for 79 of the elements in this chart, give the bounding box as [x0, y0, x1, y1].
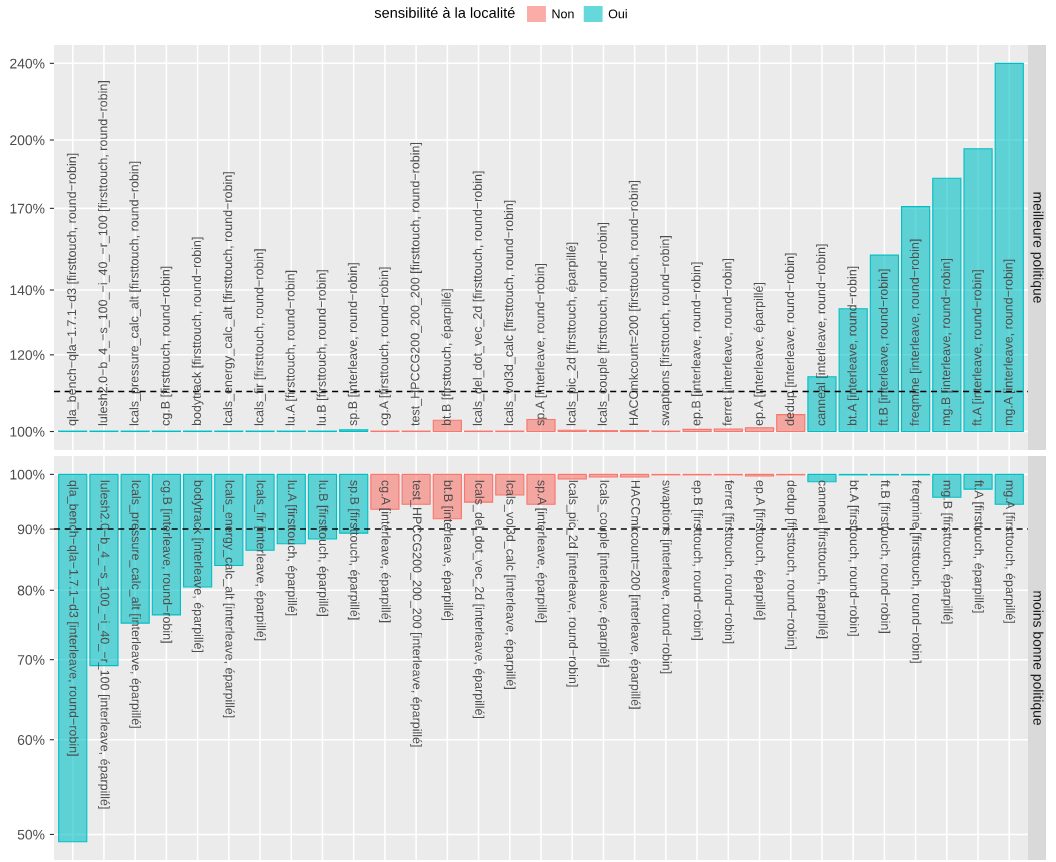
- x-tick-label: HACCmkcount=200 [interleave, éparpillé]: [628, 480, 641, 709]
- x-tick-label: canneal [firsttouch, éparpillé]: [816, 480, 828, 639]
- x-tick-label: lcals_pic_2d [interleave, round−robin]: [566, 480, 579, 687]
- x-tick-label: lcals_fir [interleave, éparpillé]: [254, 480, 266, 641]
- x-tick-label: cg.B [interleave, round−robin]: [160, 480, 173, 643]
- x-tick-label: ft.A [firsttouch, éparpillé]: [972, 480, 984, 613]
- x-tick-label: lu.B [firsttouch, round−robin]: [316, 270, 329, 426]
- x-tick-label: lcals_del_dot_vec_2d [firsttouch, round−robin]: [472, 171, 485, 426]
- x-tick-label: bt.A [interleave, round−robin]: [847, 266, 860, 426]
- y-tick-label: 100%: [10, 426, 45, 437]
- x-tick-label: lu.A [firsttouch, round−robin]: [285, 270, 298, 426]
- x-tick-label: HACCmkcount=200 [firsttouch, round−robin]: [628, 180, 641, 425]
- x-tick-label: test_HPCCG200_200_200 [firsttouch, round−robin]: [410, 143, 422, 426]
- y-tick-label: 120%: [10, 350, 45, 361]
- x-tick-label: cg.A [interleave, éparpillé]: [379, 480, 391, 623]
- x-tick-label: ft.B [interleave, round−robin]: [878, 269, 891, 426]
- x-tick-label: qla_bench−qla−1.7.1−d3 [interleave, round−robin]: [66, 480, 79, 756]
- y-tick-label: 100%: [10, 469, 45, 480]
- x-tick-label: lcals_energy_calc_alt [firsttouch, round−robin]: [222, 172, 235, 426]
- x-tick-label: test_HPCCG200_200_200 [interleave, éparpillé]: [410, 480, 423, 747]
- x-tick-label: lcals_vol3d_calc [interleave, éparpillé]: [503, 480, 516, 689]
- y-tick-label: 170%: [10, 203, 45, 214]
- x-tick-label: sp.A [interleave, éparpillé]: [535, 480, 547, 623]
- y-tick-label: 90%: [17, 524, 45, 535]
- y-tick-label: 70%: [17, 654, 45, 665]
- x-tick-label: sp.A [interleave, round−robin]: [535, 263, 547, 426]
- x-tick-label: dedup [interleave, round−robin]: [784, 253, 797, 426]
- legend-title: sensibilité à la localité: [374, 7, 515, 18]
- x-tick-label: bt.B [interleave, éparpillé]: [441, 480, 454, 621]
- y-tick-label: 80%: [17, 585, 45, 596]
- x-tick-label: ferret [firsttouch, round−robin]: [722, 480, 735, 644]
- x-tick-label: ep.A [interleave, éparpillé]: [753, 283, 766, 426]
- y-tick-label: 240%: [10, 58, 45, 69]
- x-tick-label: sp.B [firsttouch, éparpillé]: [347, 480, 360, 620]
- x-tick-label: lcals_del_dot_vec_2d [interleave, éparpillé]: [472, 480, 485, 719]
- x-tick-label: lu.A [firsttouch, éparpillé]: [285, 480, 298, 616]
- x-tick-label: bodytrack [interleave, éparpillé]: [191, 480, 204, 653]
- x-tick-label: ft.A [interleave, round−robin]: [972, 270, 984, 426]
- x-tick-label: ep.A [firsttouch, éparpillé]: [753, 480, 766, 620]
- x-tick-label: lulesh2.0−b_4_−s_100_−i_40_−r_100 [interleave, éparpillé]: [98, 480, 110, 809]
- x-tick-label: ferret [interleave, round−robin]: [722, 259, 735, 426]
- x-tick-label: mg.A [interleave, round−robin]: [1003, 259, 1016, 426]
- y-tick-label: 200%: [10, 135, 45, 146]
- x-tick-label: swaptions [firsttouch, round−robin]: [660, 236, 672, 426]
- x-tick-label: ep.B [firsttouch, round−robin]: [691, 480, 703, 640]
- x-tick-label: qla_bench−qla−1.7.1−d3 [firsttouch, round−robin]: [66, 153, 79, 426]
- x-tick-label: bodytrack [firsttouch, round−robin]: [191, 237, 204, 426]
- x-tick-label: lu.B [firsttouch, éparpillé]: [316, 480, 329, 616]
- x-tick-label: freqmine [firsttouch, round−robin]: [909, 480, 922, 663]
- x-tick-label: ep.B [interleave, round−robin]: [691, 262, 703, 426]
- x-tick-label: sp.B [interleave, round−robin]: [347, 263, 360, 426]
- x-tick-label: swaptions [interleave, round−robin]: [660, 480, 672, 674]
- x-tick-label: lulesh2.0−b_4_−s_100_−i_40_−r_100 [firsttouch, round−robin]: [98, 81, 110, 426]
- x-tick-label: cg.A [firsttouch, round−robin]: [379, 267, 391, 426]
- x-tick-label: mg.A [firsttouch, éparpillé]: [1003, 480, 1016, 623]
- text: moins bonne politique: [1030, 591, 1044, 725]
- x-tick-label: mg.B [firsttouch, éparpillé]: [940, 480, 953, 624]
- x-tick-label: dedup [firsttouch, round−robin]: [784, 480, 797, 649]
- y-tick-label: 50%: [17, 829, 45, 840]
- legend-label: Non: [552, 9, 574, 19]
- x-tick-label: freqmine [interleave, round−robin]: [909, 239, 922, 426]
- x-tick-label: lcals_couple [firsttouch, round−robin]: [597, 222, 610, 426]
- x-tick-label: ft.B [firsttouch, round−robin]: [878, 480, 891, 633]
- x-tick-label: lcals_couple [interleave, éparpillé]: [597, 480, 610, 667]
- x-tick-label: bt.B [firsttouch, éparpillé]: [441, 289, 454, 426]
- x-tick-label: bt.A [firsttouch, round−robin]: [847, 480, 860, 636]
- x-tick-label: canneal [interleave, round−robin]: [816, 244, 828, 426]
- x-tick-label: mg.B [interleave, round−robin]: [941, 259, 953, 426]
- y-tick-label: 60%: [17, 735, 45, 745]
- y-tick-label: 140%: [10, 285, 45, 296]
- x-tick-label: lcals_pressure_calc_alt [interleave, éparpillé]: [129, 480, 142, 728]
- x-tick-label: lcals_pressure_calc_alt [firsttouch, round−robin]: [129, 161, 141, 426]
- x-tick-label: lcals_energy_calc_alt [interleave, éparpillé]: [222, 480, 235, 718]
- x-tick-label: lcals_pic_2d [firsttouch, éparpillé]: [566, 242, 579, 426]
- legend-label: Oui: [608, 9, 627, 19]
- x-tick-label: lcals_fir [firsttouch, round−robin]: [254, 249, 266, 426]
- x-tick-label: lcals_vol3d_calc [firsttouch, round−robin]: [503, 200, 516, 426]
- x-tick-label: cg.B [firsttouch, round−robin]: [160, 266, 173, 426]
- text: meilleure politique: [1030, 192, 1044, 303]
